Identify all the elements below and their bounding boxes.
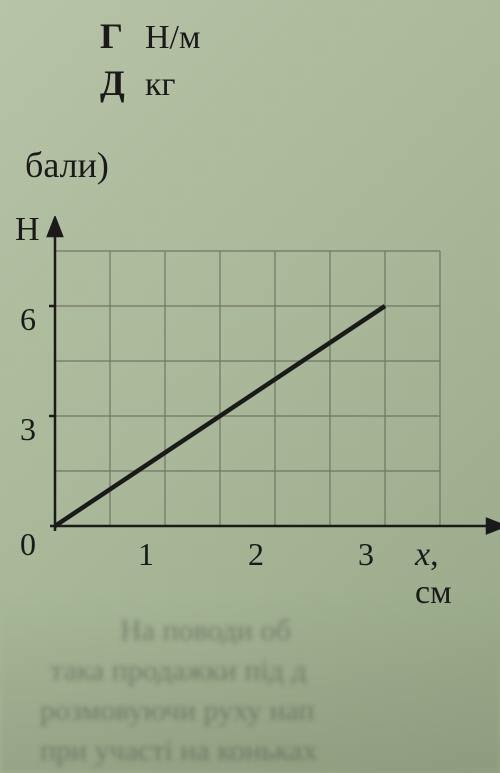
option-letter-d: Д: [100, 62, 130, 104]
bleed-text-3: розмовуючи руху нап: [40, 694, 314, 728]
option-text-d: кг: [145, 66, 175, 104]
bleed-text-4: при участі на коньках: [40, 734, 317, 768]
option-text-g: Н/м: [145, 19, 201, 57]
section-heading-suffix: бали): [25, 144, 480, 186]
bleed-text-2: така продажки під д: [50, 654, 307, 688]
option-row: Д кг: [100, 62, 480, 104]
y-axis-label: Н: [15, 211, 40, 249]
option-letter-g: Г: [100, 15, 130, 57]
answer-options: Г Н/м Д кг: [100, 15, 480, 104]
chart-grid: [55, 251, 440, 526]
y-tick-6: 6: [20, 301, 36, 338]
origin-label: 0: [20, 526, 36, 563]
option-row: Г Н/м: [100, 15, 480, 57]
chart-svg: [40, 216, 500, 566]
y-tick-3: 3: [20, 411, 36, 448]
bleed-text-1: На поводи об: [120, 614, 291, 648]
